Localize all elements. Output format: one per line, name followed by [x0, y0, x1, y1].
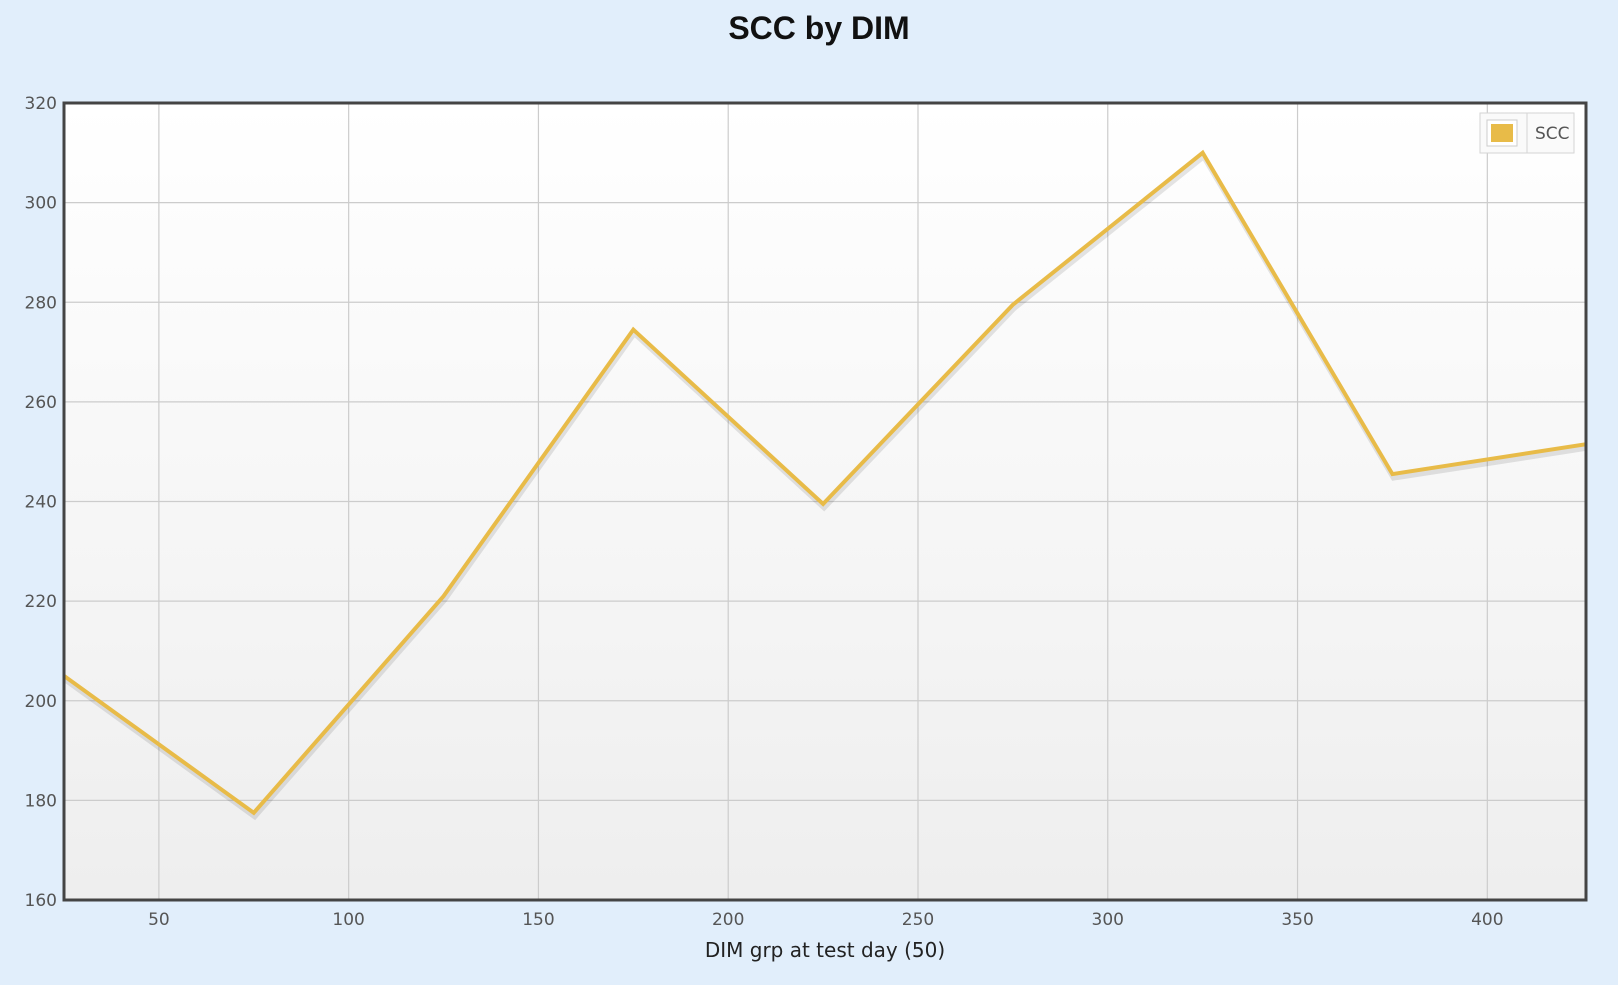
- y-tick-label: 180: [25, 791, 57, 811]
- legend: SCC: [1479, 112, 1575, 154]
- legend-label-scc: SCC: [1535, 124, 1570, 144]
- grid-lines: [64, 103, 1586, 900]
- y-tick-label: 320: [25, 94, 57, 114]
- x-axis: 50 100 150 200 250 300 350 400: [148, 910, 1503, 930]
- x-axis-label: DIM grp at test day (50): [705, 938, 945, 962]
- legend-swatch: [1491, 124, 1513, 142]
- y-tick-label: 200: [25, 692, 57, 712]
- y-tick-label: 220: [25, 592, 57, 612]
- y-tick-label: 160: [25, 891, 57, 911]
- x-tick-label: 400: [1471, 910, 1503, 930]
- y-tick-label: 260: [25, 393, 57, 413]
- plot-frame: [62, 101, 1588, 902]
- x-tick-label: 150: [522, 910, 554, 930]
- x-tick-label: 50: [148, 910, 170, 930]
- chart-title: SCC by DIM: [728, 10, 910, 46]
- y-tick-label: 240: [25, 493, 57, 513]
- x-tick-label: 100: [332, 910, 364, 930]
- y-tick-label: 280: [25, 293, 57, 313]
- x-tick-label: 300: [1092, 910, 1124, 930]
- x-tick-label: 250: [902, 910, 934, 930]
- x-tick-label: 200: [712, 910, 744, 930]
- y-tick-label: 300: [25, 194, 57, 214]
- y-axis: 160 180 200 220 240 260 280 300 320: [25, 94, 57, 911]
- x-tick-label: 350: [1281, 910, 1313, 930]
- series-layer: [65, 149, 1585, 821]
